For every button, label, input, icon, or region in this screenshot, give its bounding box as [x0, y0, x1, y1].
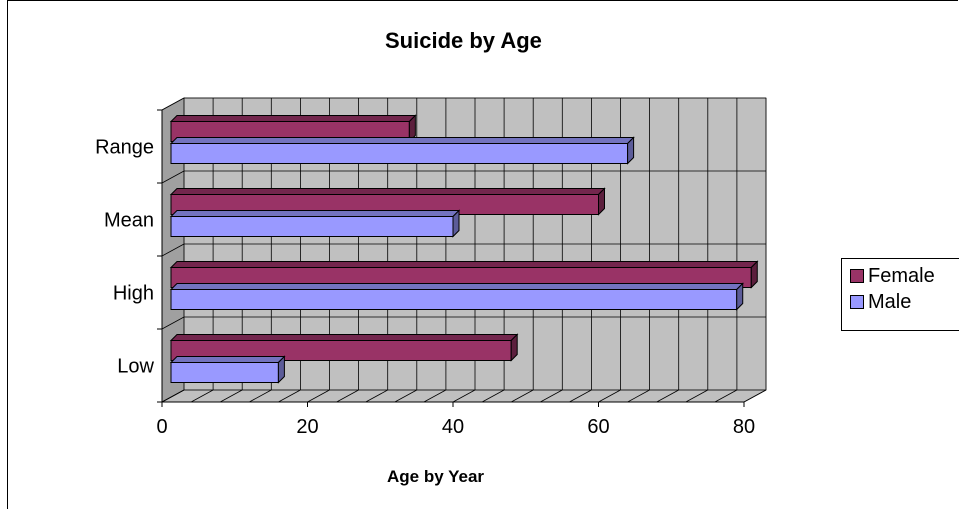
x-tick-label: 80	[733, 416, 755, 438]
y-tick-label: Mean	[104, 210, 154, 232]
bar-female-range-top	[169, 115, 417, 122]
bar-male-low	[170, 362, 279, 383]
legend-label-male: Male	[868, 290, 912, 313]
gridline-floor	[743, 389, 767, 403]
y-tick-label: Range	[95, 137, 154, 159]
gridline-floor	[336, 389, 359, 403]
bar-male-mean-end	[452, 209, 460, 238]
chart-title: Suicide by Age	[385, 28, 542, 53]
y-tick-label: High	[113, 283, 154, 305]
x-axis-title: Age by Year	[387, 467, 485, 486]
gridline-floor	[511, 389, 534, 403]
x-tick-label: 0	[156, 416, 167, 438]
gridline-floor	[481, 389, 505, 403]
bar-male-mean	[170, 216, 454, 237]
bar-male-high	[170, 289, 738, 310]
gridline-side	[161, 243, 185, 257]
legend: Female Male	[841, 258, 959, 331]
bar-female-low-end	[510, 333, 518, 362]
gridline-floor	[598, 389, 621, 403]
bar-female-range-end	[408, 114, 416, 143]
x-tick-label: 60	[587, 416, 609, 438]
bar-male-mean-top	[169, 210, 461, 217]
gridline-floor	[278, 389, 301, 403]
gridline-floor	[249, 389, 272, 403]
bar-male-high-top	[169, 283, 744, 290]
legend-item-male: Male	[850, 291, 911, 313]
gridline-floor	[540, 389, 563, 403]
gridline-side	[161, 316, 185, 330]
bar-male-range	[170, 143, 629, 164]
gridline-floor	[190, 389, 214, 403]
bar-female-high-top	[169, 261, 759, 268]
gridline-side	[161, 97, 185, 111]
gridline-floor	[452, 389, 476, 403]
gridline-floor	[685, 389, 708, 403]
gridline-side	[161, 389, 185, 403]
gridline-floor	[656, 389, 679, 403]
bar-male-range-end	[627, 136, 635, 165]
gridline-floor	[365, 389, 388, 403]
gridline-floor	[220, 389, 243, 403]
gridline-side	[161, 170, 185, 184]
gridline-floor	[627, 389, 650, 403]
legend-swatch-female	[850, 269, 864, 283]
legend-label-female: Female	[868, 264, 935, 287]
gridline-floor	[307, 389, 330, 403]
gridline-floor	[423, 389, 447, 403]
bar-female-high-end	[750, 260, 758, 289]
legend-item-female: Female	[850, 265, 935, 287]
x-tick-label: 40	[442, 416, 464, 438]
x-tick-label: 20	[296, 416, 318, 438]
gridline-floor	[569, 389, 592, 403]
bar-female-mean-top	[169, 188, 606, 195]
gridline-floor	[394, 389, 417, 403]
bar-male-low-top	[169, 356, 286, 363]
chart-frame	[7, 0, 958, 509]
bar-male-high-end	[736, 282, 744, 311]
bar-female-low-top	[169, 334, 519, 341]
bar-male-range-top	[169, 137, 635, 144]
gridline-floor	[714, 389, 738, 403]
bar-male-low-end	[277, 355, 285, 384]
y-tick-label: Low	[117, 356, 154, 378]
legend-swatch-male	[850, 295, 864, 309]
bar-female-mean-end	[598, 187, 605, 216]
